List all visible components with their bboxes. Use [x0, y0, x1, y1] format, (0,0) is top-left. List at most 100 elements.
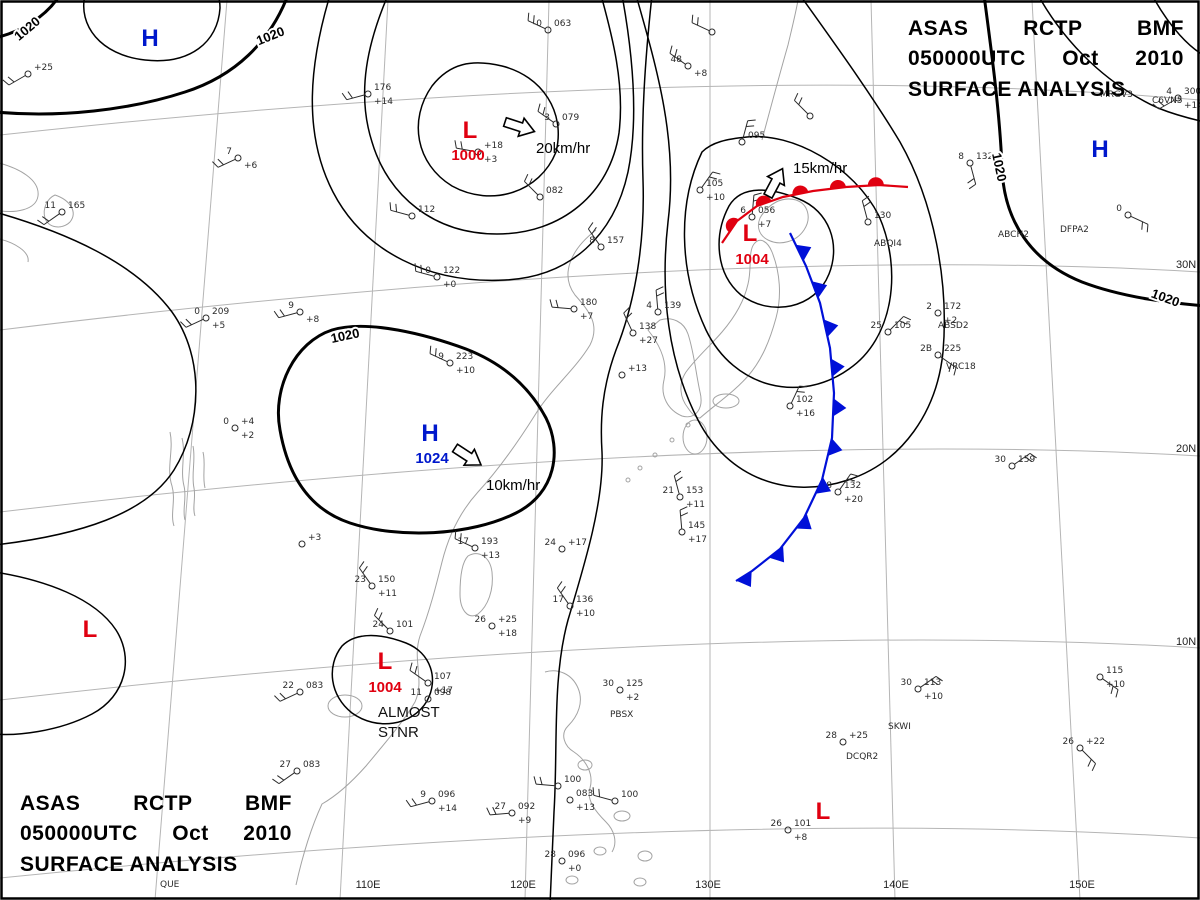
svg-text:100: 100	[621, 790, 638, 800]
svg-text:130: 130	[874, 211, 891, 221]
title-block-top-right: ASAS RCTP BMF 050000UTC Oct 2010 SURFACE…	[908, 14, 1184, 105]
svg-text:122: 122	[443, 266, 460, 276]
svg-text:+7: +7	[580, 312, 593, 322]
svg-text:+11: +11	[378, 589, 397, 599]
isobar-line	[0, 572, 127, 736]
station-plot: +13	[618, 364, 647, 379]
station-plot: 25 105	[871, 315, 911, 336]
svg-text:+27: +27	[639, 336, 658, 346]
svg-text:+5: +5	[212, 321, 225, 331]
svg-text:ABCH2: ABCH2	[998, 230, 1029, 240]
svg-text:+0: +0	[568, 864, 582, 874]
svg-text:24: 24	[545, 538, 557, 548]
isobar-line	[331, 634, 434, 725]
svg-text:H: H	[1091, 136, 1108, 163]
svg-text:101: 101	[794, 819, 811, 829]
cold-front-symbol	[832, 398, 847, 417]
motion-arrows: 20km/hr 15km/hr 10km/hr	[451, 116, 847, 494]
svg-text:STNR: STNR	[378, 724, 419, 741]
svg-text:+14: +14	[374, 97, 393, 107]
weather-fronts	[721, 177, 909, 588]
svg-text:11: 11	[45, 201, 56, 211]
svg-text:180: 180	[580, 298, 597, 308]
station-plot: 26 +22	[1063, 737, 1105, 772]
svg-text:176: 176	[374, 83, 391, 93]
svg-text:7: 7	[226, 147, 232, 157]
station-plot: 8 157	[587, 222, 624, 251]
station-plot: 7 +6	[212, 147, 258, 171]
svg-text:DFPA2: DFPA2	[1060, 225, 1089, 235]
svg-text:30: 30	[995, 455, 1007, 465]
svg-text:223: 223	[456, 352, 473, 362]
svg-text:100: 100	[564, 775, 581, 785]
svg-text:9: 9	[288, 301, 294, 311]
svg-text:083: 083	[576, 789, 593, 799]
title-line-3: SURFACE ANALYSIS	[908, 77, 1126, 101]
station-plot: 21 153 +11	[663, 470, 705, 510]
svg-text:105: 105	[894, 321, 911, 331]
svg-text:140E: 140E	[883, 879, 909, 891]
svg-text:+10: +10	[924, 692, 943, 702]
station-plot: 100	[533, 775, 581, 790]
station-plot: 28 +25	[826, 731, 868, 746]
isobar-line	[417, 62, 559, 197]
svg-text:+3: +3	[484, 155, 497, 165]
svg-text:+9: +9	[518, 816, 532, 826]
station-plot: +25	[2, 63, 53, 86]
svg-text:139: 139	[664, 301, 681, 311]
svg-text:083: 083	[306, 681, 323, 691]
svg-text:1024: 1024	[415, 450, 449, 467]
cold-front-symbol	[768, 546, 785, 563]
low-pressure-center: L	[83, 616, 98, 643]
station-plot: +3	[298, 533, 321, 548]
svg-text:+4: +4	[241, 417, 255, 427]
svg-text:098: 098	[434, 688, 451, 698]
cold-front-symbol	[811, 281, 828, 299]
svg-text:L: L	[378, 648, 393, 675]
svg-text:+10: +10	[576, 609, 595, 619]
station-plot: 4 300 +14	[1152, 87, 1200, 111]
svg-text:0: 0	[223, 417, 229, 427]
annotations: ALMOST STNR	[378, 704, 440, 741]
svg-text:30N: 30N	[1176, 259, 1196, 271]
svg-text:1020: 1020	[989, 151, 1010, 182]
ship-callsigns: MRGV3 C6VN5 DFPA2 ABCH2 ABQI4 ABSD2 VRC18 PBSX S…	[160, 90, 1183, 890]
svg-text:+2: +2	[241, 431, 254, 441]
svg-text:+6: +6	[244, 161, 258, 171]
station-plot: 095	[738, 119, 765, 146]
isobar-line	[1154, 0, 1200, 54]
svg-text:28: 28	[826, 731, 838, 741]
svg-text:26: 26	[1063, 737, 1075, 747]
svg-text:20km/hr: 20km/hr	[536, 140, 590, 157]
svg-text:1004: 1004	[735, 251, 769, 268]
svg-text:132: 132	[976, 152, 993, 162]
svg-text:L: L	[816, 798, 831, 825]
svg-text:+13: +13	[576, 803, 595, 813]
title-line-2: 050000UTC Oct 2010	[20, 822, 292, 846]
station-plot: 130	[861, 195, 891, 226]
svg-text:+2: +2	[944, 316, 957, 326]
station-plot: 145+17	[678, 506, 707, 545]
low-pressure-center: L 1004	[735, 220, 769, 268]
isobar-line	[0, 212, 197, 546]
station-plot: 0 122 +0	[414, 263, 460, 290]
svg-text:136: 136	[576, 595, 593, 605]
station-plot: 27 092 +9	[486, 802, 535, 826]
svg-text:10N: 10N	[1176, 636, 1196, 648]
station-plot: 102+16	[786, 385, 815, 419]
svg-text:159: 159	[1018, 455, 1035, 465]
svg-text:+8: +8	[306, 315, 320, 325]
low-pressure-center: L 1000	[451, 117, 484, 164]
svg-text:150E: 150E	[1069, 879, 1095, 891]
low-pressure-center: L 1004	[368, 648, 402, 696]
svg-text:0: 0	[194, 307, 200, 317]
svg-text:096: 096	[568, 850, 585, 860]
svg-text:102: 102	[796, 395, 813, 405]
cold-front-symbol	[795, 244, 812, 261]
station-plot: 30 125 +2	[603, 679, 644, 703]
motion-arrow	[502, 116, 536, 138]
svg-text:1020: 1020	[254, 23, 286, 48]
svg-text:+14: +14	[1184, 101, 1200, 111]
